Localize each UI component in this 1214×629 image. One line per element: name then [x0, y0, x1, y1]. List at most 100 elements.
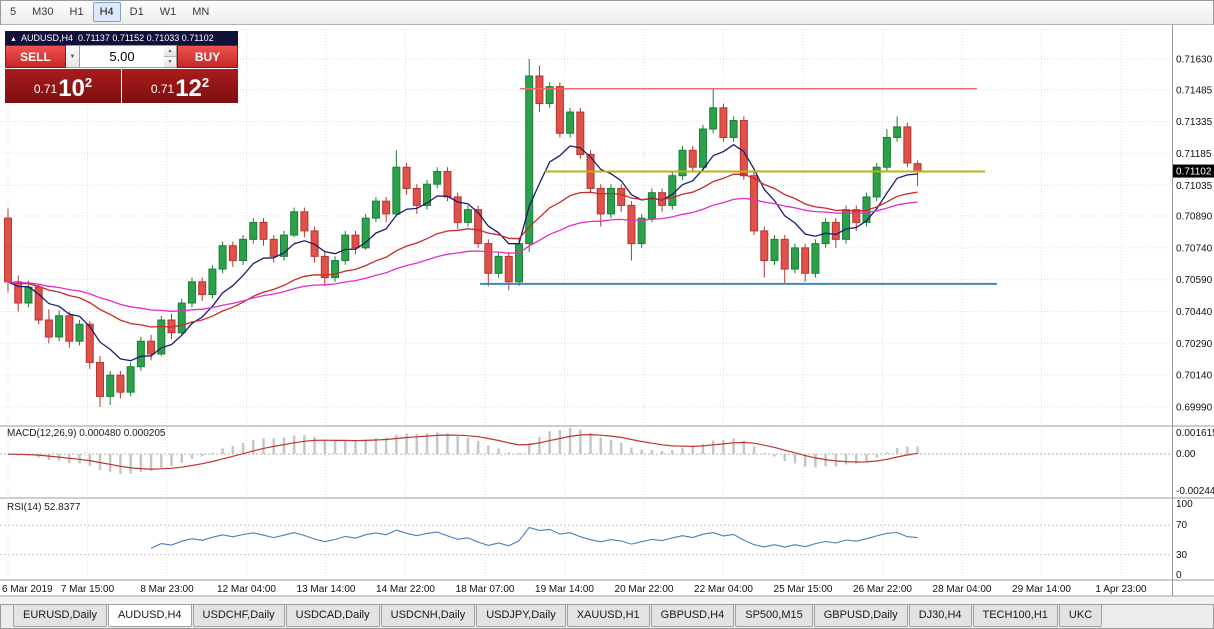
rsi-line	[150, 526, 918, 549]
macd-histogram-bar	[548, 431, 551, 455]
macd-histogram-bar	[119, 454, 122, 474]
macd-histogram-bar	[374, 438, 378, 455]
timeframe-button-mn[interactable]: MN	[192, 6, 210, 18]
chart-tab-sp500-m15[interactable]: SP500,M15	[735, 605, 813, 627]
timeframe-button-w1[interactable]: W1	[159, 6, 177, 18]
macd-histogram-bar	[344, 440, 347, 455]
time-axis-label: 29 Mar 14:00	[1012, 584, 1071, 595]
candle	[678, 149, 687, 177]
candle	[106, 374, 115, 397]
macd-histogram-bar	[671, 450, 674, 455]
macd-histogram-bar	[793, 454, 797, 464]
chart-canvas[interactable]: 0.71630 0.71485 0.71335 0.71185 0.71035 0.708…	[0, 25, 1214, 604]
sell-price-display[interactable]: 0.71 10 2	[5, 69, 121, 103]
time-axis-label: 25 Mar 15:00	[774, 584, 833, 595]
hscroll-strip[interactable]	[0, 597, 1214, 604]
buy-price-pips: 12	[175, 75, 202, 102]
candle	[269, 238, 278, 257]
chart-tab-dj30-h4[interactable]: DJ30,H4	[908, 605, 972, 627]
chart-tab-bar: EURUSD,Daily AUDUSD,H4 USDCHF,Daily USDCAD,…	[0, 604, 1214, 629]
candle	[433, 170, 442, 185]
candles-layer	[4, 59, 922, 408]
candle	[566, 111, 575, 134]
chart-tab-usdjpy-daily[interactable]: USDJPY,Daily	[476, 605, 566, 627]
macd-histogram-bar	[384, 437, 388, 455]
macd-axis-label: 0.00	[1176, 449, 1196, 460]
panel-collapse-icon[interactable]: ▲	[10, 36, 17, 43]
candle	[14, 281, 23, 304]
macd-histogram-bar	[507, 452, 511, 455]
volume-decrease-icon[interactable]: ▼	[164, 57, 176, 67]
sell-button[interactable]: SELL	[5, 45, 66, 68]
volume-input[interactable]	[80, 45, 164, 68]
timeframe-button-h4[interactable]: H4	[92, 2, 121, 22]
price-axis-label: 0.71630	[1176, 55, 1213, 66]
timeframe-button-d1[interactable]: D1	[129, 6, 144, 18]
chart-tab-usdcnh-daily[interactable]: USDCNH,Daily	[380, 605, 476, 627]
candle	[545, 86, 554, 105]
macd-histogram-bar	[231, 446, 235, 455]
macd-histogram-bar	[895, 448, 899, 455]
candle	[688, 149, 697, 168]
timeframe-button-h1[interactable]: H1	[69, 6, 84, 18]
macd-histogram-bar	[37, 454, 40, 458]
macd-histogram-bar	[497, 448, 500, 455]
macd-histogram-bar	[446, 433, 449, 455]
volume-increase-icon[interactable]: ▲	[164, 46, 176, 57]
candle	[55, 315, 64, 338]
macd-histogram-bar	[425, 433, 429, 455]
macd-histogram-bar	[865, 454, 868, 462]
time-axis-label: 20 Mar 22:00	[615, 584, 674, 595]
price-axis-label: 0.70290	[1176, 339, 1213, 350]
macd-indicator-label: MACD(12,26,9) 0.000480 0.000205	[7, 428, 166, 439]
price-axis-label: 0.70740	[1176, 243, 1213, 254]
chart-tab-audusd-h4[interactable]: AUDUSD,H4	[107, 605, 192, 627]
candle	[157, 319, 166, 355]
time-axis-label: 13 Mar 14:00	[297, 584, 356, 595]
macd-histogram-bar	[742, 440, 746, 455]
price-axis-label: 0.71335	[1176, 117, 1213, 128]
chart-tab-eurusd-daily[interactable]: EURUSD,Daily	[13, 605, 107, 627]
price-axis-label: 0.69990	[1176, 403, 1213, 414]
candle	[831, 221, 840, 240]
candle	[24, 286, 33, 304]
candle	[249, 221, 258, 240]
buy-button[interactable]: BUY	[177, 45, 238, 68]
candle	[504, 255, 513, 283]
chart-tab-gbpusd-daily[interactable]: GBPUSD,Daily	[813, 605, 908, 627]
macd-histogram-bar	[599, 437, 603, 455]
candle	[34, 286, 43, 321]
chart-tab-xauusd-h1[interactable]: XAUUSD,H1	[566, 605, 650, 627]
candle	[65, 315, 74, 342]
volume-spinner: ▲ ▼	[164, 45, 177, 68]
chart-tab-tech100-h1[interactable]: TECH100,H1	[972, 605, 1058, 627]
candle	[341, 234, 350, 262]
candle	[371, 200, 380, 219]
macd-histogram-bar	[303, 435, 306, 455]
macd-histogram-bar	[834, 454, 838, 467]
candle	[95, 361, 104, 397]
macd-histogram-bar	[160, 454, 163, 468]
time-axis-label: 8 Mar 23:00	[140, 584, 194, 595]
chart-tab-ukc[interactable]: UKC	[1058, 605, 1103, 627]
volume-dropdown-icon[interactable]: ▼	[66, 45, 80, 68]
chart-tab-usdchf-daily[interactable]: USDCHF,Daily	[192, 605, 285, 627]
candle	[729, 120, 738, 139]
time-axis-label: 14 Mar 22:00	[376, 584, 435, 595]
macd-histogram-bar	[200, 454, 204, 457]
macd-histogram-layer	[6, 428, 919, 474]
macd-histogram-bar	[538, 436, 541, 455]
chart-tab-gbpusd-h4[interactable]: GBPUSD,H4	[650, 605, 735, 627]
timeframe-button-5[interactable]: 5	[10, 6, 17, 18]
chart-tab-usdcad-daily[interactable]: USDCAD,Daily	[285, 605, 380, 627]
price-axis-label: 0.70140	[1176, 371, 1213, 382]
macd-histogram-bar	[170, 454, 173, 467]
buy-price-display[interactable]: 0.71 12 2	[122, 69, 238, 103]
timeframe-button-m30[interactable]: M30	[32, 6, 54, 18]
candle	[126, 366, 135, 393]
rsi-axis-label: 30	[1176, 550, 1188, 561]
macd-histogram-bar	[282, 437, 286, 455]
candle	[177, 302, 186, 334]
macd-histogram-bar	[568, 428, 572, 455]
